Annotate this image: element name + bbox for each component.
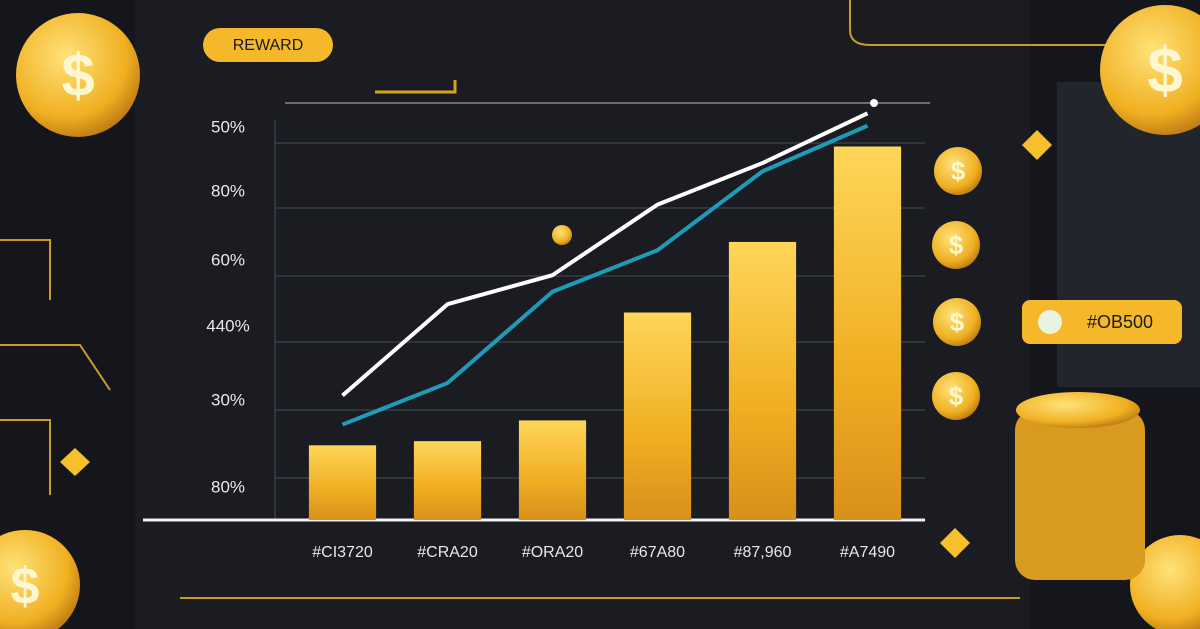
decor-line: [849, 0, 1130, 46]
svg-text:$: $: [949, 230, 964, 260]
row-label: 80%: [211, 477, 245, 496]
x-tick-label: #CRA20: [417, 544, 478, 561]
x-tick-label: #A7490: [840, 544, 895, 561]
row-label: 60%: [211, 250, 245, 269]
coins: $ $ $ $ $ $ $: [0, 5, 1200, 629]
svg-text:$: $: [11, 558, 40, 616]
svg-text:$: $: [950, 307, 965, 337]
bar: [308, 445, 377, 520]
row-label: 50%: [211, 117, 245, 136]
row-label: 440%: [206, 316, 249, 335]
card-icon: [1038, 310, 1062, 334]
line-series: [341, 123, 869, 427]
decor-line: [375, 80, 457, 94]
svg-text:$: $: [61, 42, 94, 109]
badge: [203, 28, 333, 62]
row-label: 30%: [211, 390, 245, 409]
bar: [833, 146, 902, 520]
svg-text:$: $: [1147, 34, 1183, 106]
svg-text:$: $: [951, 156, 966, 186]
side-card-text: #OB500: [1087, 312, 1153, 332]
svg-text:$: $: [949, 381, 964, 411]
x-tick-label: #ORA20: [522, 544, 583, 561]
row-label: 80%: [211, 181, 245, 200]
decor-line: [0, 239, 111, 495]
line-series: [341, 111, 869, 398]
bar: [728, 241, 797, 520]
x-tick-label: #67A80: [630, 544, 685, 561]
x-tick-label: #87,960: [734, 544, 792, 561]
dot: [870, 99, 878, 107]
badge-text: REWARD: [233, 37, 304, 54]
bar: [413, 441, 482, 520]
bar: [518, 420, 587, 520]
bar: [623, 312, 692, 520]
side-card: [1022, 300, 1182, 344]
x-tick-label: #CI3720: [312, 544, 373, 561]
